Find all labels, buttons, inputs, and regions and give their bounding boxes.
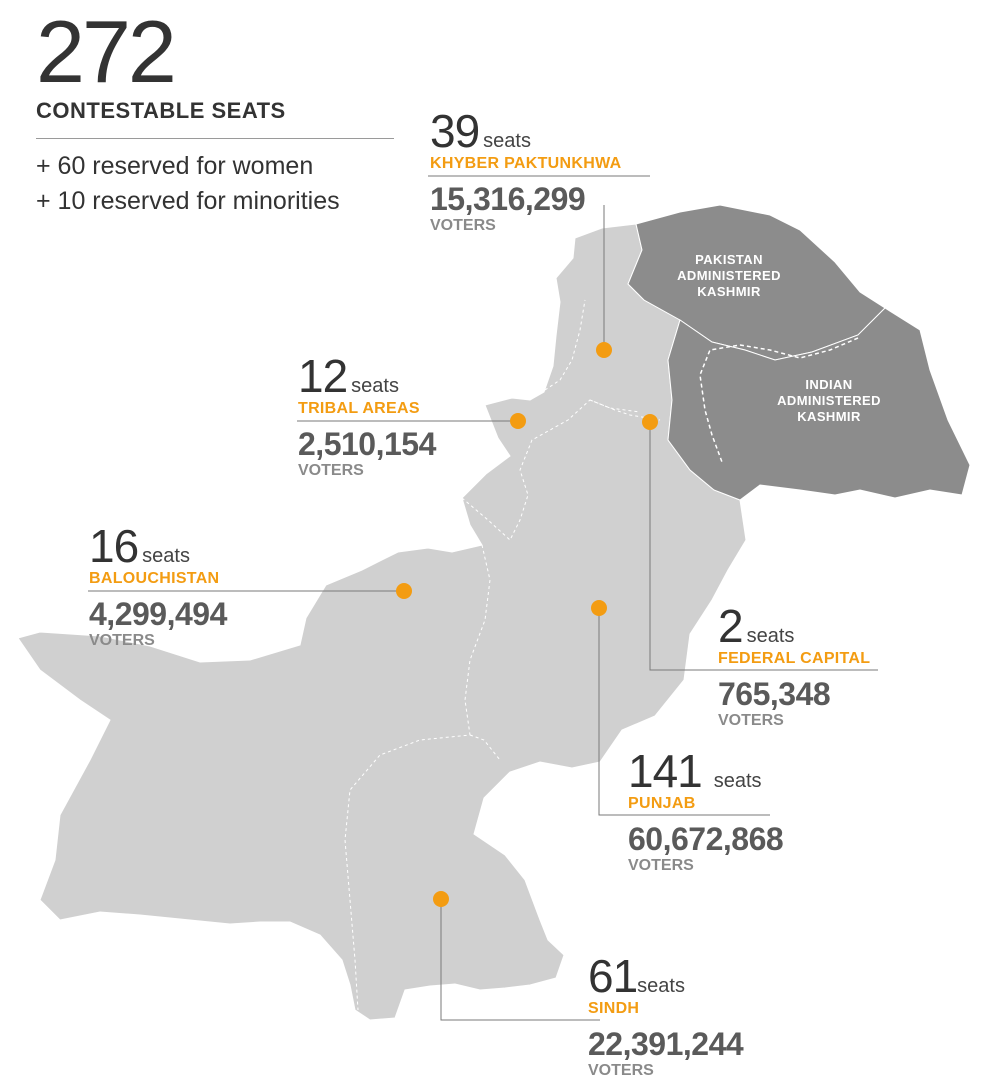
seats-word: seats [351, 375, 399, 397]
province-borders [344, 299, 661, 1011]
seats-word: seats [142, 545, 190, 567]
seats-word: seats [746, 625, 795, 647]
voters-word: VOTERS [628, 857, 694, 874]
region-label-balochistan: 16 seats BALOUCHISTAN 4,299,494 VOTERS [89, 523, 227, 650]
seats-count: 2 [718, 600, 744, 652]
pak-kashmir-label-1: PAKISTAN [695, 252, 763, 267]
pakistan-land [17, 223, 747, 1021]
reserved-minorities: + 10 reserved for minorities [36, 187, 340, 215]
reserved-women: + 60 reserved for women [36, 152, 314, 180]
pak-kashmir-label-3: KASHMIR [697, 284, 761, 299]
marker-punjab [591, 600, 607, 616]
seats-summary: 272 CONTESTABLE SEATS + 60 reserved for … [36, 8, 406, 219]
region-markers [396, 342, 658, 907]
voters-word: VOTERS [89, 632, 155, 649]
voters-word: VOTERS [588, 1062, 654, 1079]
seats-count: 141 [628, 745, 703, 797]
marker-federal [642, 414, 658, 430]
region-name: SINDH [588, 1000, 640, 1017]
marker-tribal [510, 413, 526, 429]
region-name: KHYBER PAKTUNKHWA [430, 155, 622, 172]
seats-count: 16 [89, 520, 139, 572]
leader-punjab [598, 608, 770, 816]
total-seats-label: CONTESTABLE SEATS [36, 98, 286, 123]
ind-kashmir-label-1: INDIAN [805, 377, 852, 392]
region-name: PUNJAB [628, 795, 696, 812]
seats-count: 61 [588, 950, 638, 1002]
ind-kashmir-label-2: ADMINISTERED [777, 393, 881, 408]
line-of-control [699, 337, 859, 463]
voters-count: 765,348 [718, 676, 831, 712]
region-label-kp: 39 seats KHYBER PAKTUNKHWA 15,316,299 VOT… [430, 108, 621, 235]
voters-word: VOTERS [298, 462, 364, 479]
region-label-sindh: 61seats SINDH 22,391,244 VOTERS [588, 950, 744, 1080]
voters-word: VOTERS [718, 712, 784, 729]
voters-word: VOTERS [430, 217, 496, 234]
seats-word: seats [637, 975, 685, 997]
pak-kashmir-label-2: ADMINISTERED [677, 268, 781, 283]
voters-count: 22,391,244 [588, 1026, 744, 1062]
region-name: TRIBAL AREAS [298, 400, 420, 417]
voters-count: 4,299,494 [89, 596, 227, 632]
leader-lines [88, 175, 878, 1021]
header-divider [36, 138, 394, 139]
region-label-federal: 2 seats FEDERAL CAPITAL 765,348 VOTERS [718, 603, 870, 730]
seats-word: seats [483, 130, 531, 152]
region-label-punjab: 141 seats PUNJAB 60,672,868 VOTERS [628, 745, 784, 875]
marker-sindh [433, 891, 449, 907]
region-name: BALOUCHISTAN [89, 570, 220, 587]
leader-federal [649, 422, 878, 671]
ind-kashmir-label-3: KASHMIR [797, 409, 861, 424]
seats-count: 12 [298, 350, 348, 402]
seats-word: seats [713, 770, 762, 792]
seats-count: 39 [430, 105, 480, 157]
total-seats: 272 [36, 2, 177, 101]
voters-count: 2,510,154 [298, 426, 436, 462]
marker-balochistan [396, 583, 412, 599]
voters-count: 60,672,868 [628, 821, 784, 857]
region-name: FEDERAL CAPITAL [718, 650, 871, 667]
marker-kp [596, 342, 612, 358]
indian-administered-kashmir [667, 307, 971, 501]
voters-count: 15,316,299 [430, 181, 586, 217]
region-label-tribal: 12 seats TRIBAL AREAS 2,510,154 VOTERS [298, 353, 436, 480]
leader-sindh [440, 899, 600, 1021]
